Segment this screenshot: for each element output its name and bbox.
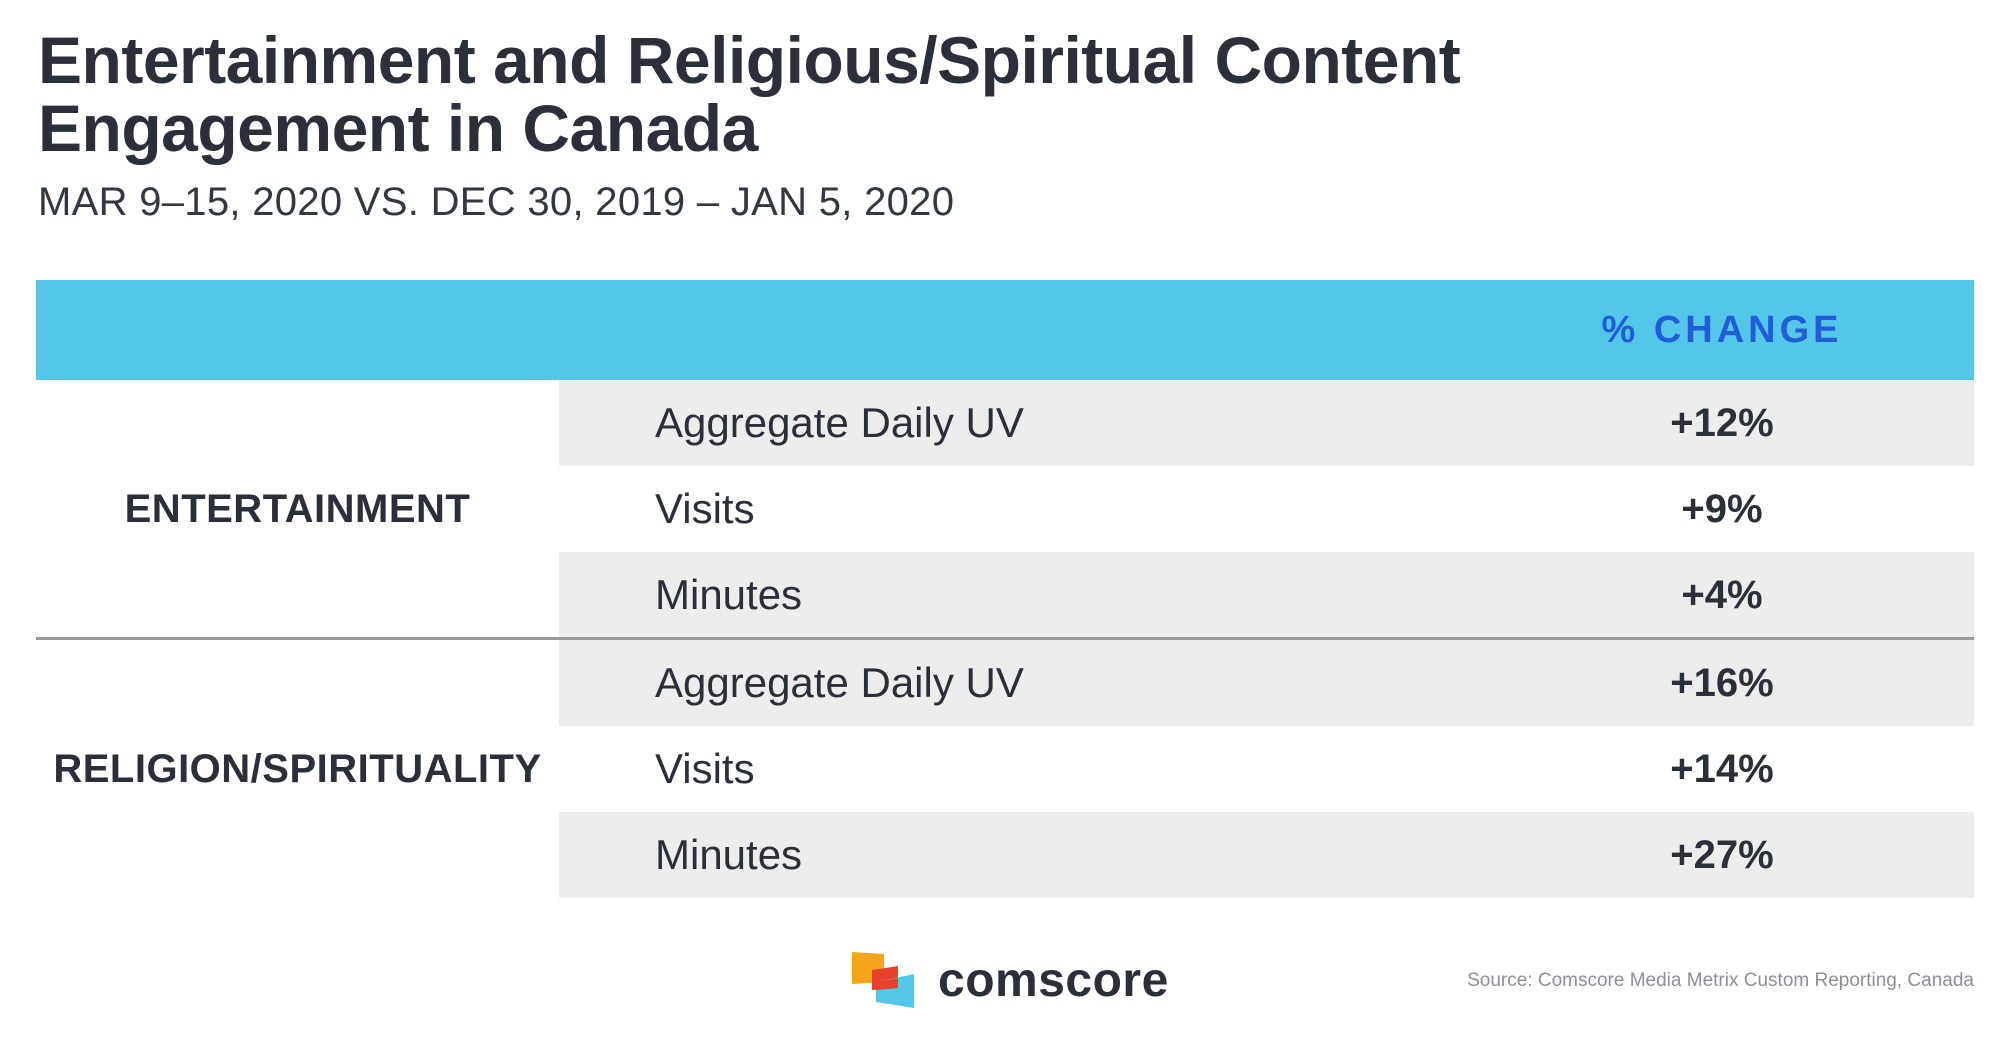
metric-label: Visits (655, 745, 755, 792)
table-row: Minutes +27% (559, 812, 1974, 898)
group-label-religion: RELIGION/SPIRITUALITY (53, 746, 542, 791)
logo-text: comscore (938, 953, 1169, 1007)
metric-label: Aggregate Daily UV (655, 399, 1024, 446)
table-row: Aggregate Daily UV +16% (559, 640, 1974, 726)
table-row: Visits +9% (559, 466, 1974, 552)
metric-label: Minutes (655, 571, 803, 618)
change-value: +16% (1670, 661, 1774, 705)
group-label-entertainment: ENTERTAINMENT (124, 486, 471, 531)
comscore-logo-icon (852, 952, 914, 1008)
change-value: +14% (1670, 747, 1774, 791)
chart-subtitle: MAR 9–15, 2020 VS. DEC 30, 2019 – JAN 5,… (38, 180, 955, 224)
title-line-1: Entertainment and Religious/Spiritual Co… (38, 23, 1461, 97)
comscore-logo: comscore (852, 952, 1169, 1008)
source-note: Source: Comscore Media Metrix Custom Rep… (1467, 970, 1974, 991)
change-value: +27% (1670, 833, 1774, 877)
group-divider (36, 637, 1974, 640)
column-header-change: % CHANGE (1601, 309, 1843, 351)
table-row: Minutes +4% (559, 552, 1974, 638)
change-table: % CHANGE ENTERTAINMENT Aggregate Daily U… (36, 280, 1974, 900)
table-row: Visits +14% (559, 726, 1974, 812)
metric-label: Aggregate Daily UV (655, 659, 1024, 706)
change-value: +12% (1670, 401, 1774, 445)
metric-label: Minutes (655, 831, 803, 878)
table-row: Aggregate Daily UV +12% (559, 380, 1974, 466)
change-value: +9% (1681, 487, 1763, 531)
table-header: % CHANGE (36, 280, 1974, 380)
metric-label: Visits (655, 485, 755, 532)
chart-title: Entertainment and Religious/Spiritual Co… (38, 26, 1638, 162)
title-line-2: Engagement in Canada (38, 91, 758, 165)
change-value: +4% (1681, 573, 1763, 617)
